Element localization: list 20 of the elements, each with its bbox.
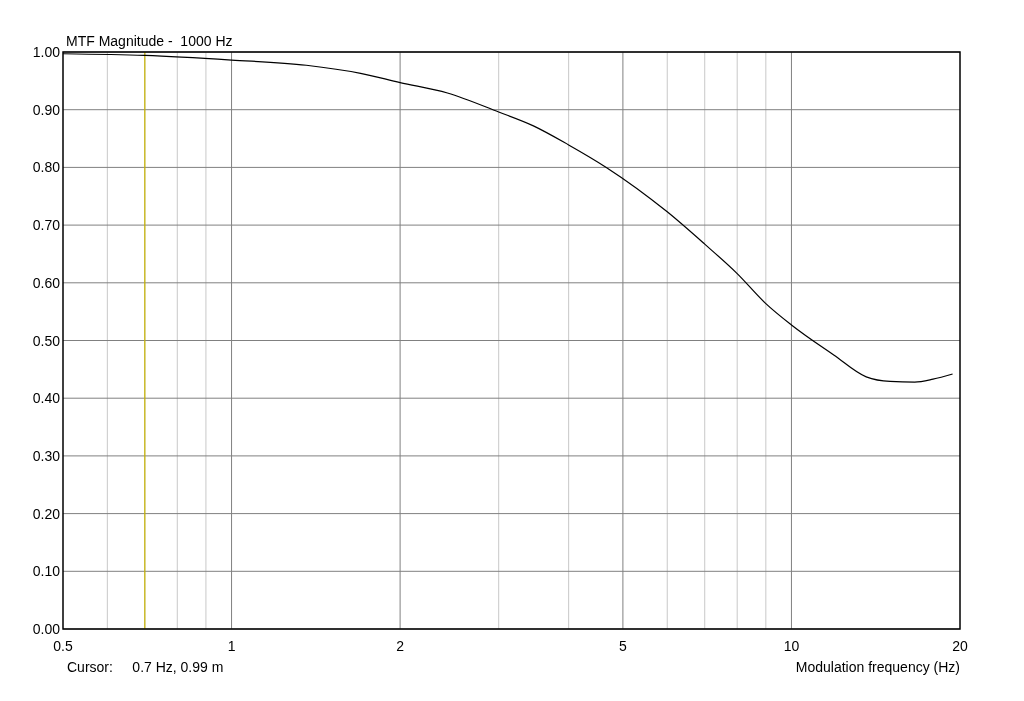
text: Cursor: 0.7 Hz, 0.99 m — [67, 659, 224, 675]
x-axis-title: Modulation frequency (Hz) — [795, 659, 960, 675]
x-tick-label: 2 — [396, 638, 405, 654]
y-tick-label: 0.70 — [32, 217, 61, 234]
y-tick-label: 1.00 — [32, 44, 61, 60]
y-tick-label: 0.60 — [32, 274, 61, 291]
y-tick-label: 0.00 — [32, 621, 61, 637]
y-tick-label: 0.30 — [32, 447, 61, 464]
y-tick-label: 0.10 — [32, 563, 61, 580]
y-tick-label: 0.20 — [32, 505, 61, 522]
x-tick-label: 1 — [227, 638, 236, 654]
chart-title: MTF Magnitude - 1000 Hz — [66, 33, 233, 49]
y-tick-label: 0.90 — [32, 101, 61, 118]
x-tick-label: 20 — [952, 638, 968, 654]
x-tick-label: 5 — [619, 638, 628, 654]
x-tick-label: 0.5 — [53, 638, 73, 654]
y-tick-label: 0.80 — [32, 159, 61, 176]
y-tick-label: 0.50 — [32, 332, 61, 349]
x-tick-label: 10 — [783, 638, 800, 654]
y-tick-label: 0.40 — [32, 390, 61, 407]
